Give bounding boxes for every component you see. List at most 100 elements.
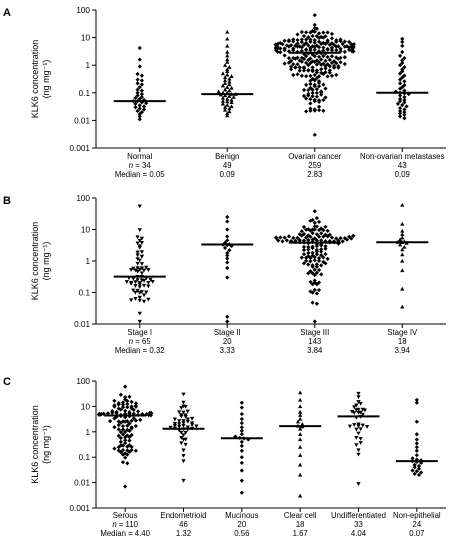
data-point [181,392,186,397]
data-point [133,105,138,110]
data-point [120,402,126,407]
n-symbol: n [129,337,133,346]
data-point [308,259,313,264]
data-point [133,95,138,101]
data-point [229,104,234,109]
data-point [120,448,126,453]
n-label: 20 [237,520,246,529]
data-point [400,69,405,74]
data-point [312,22,317,27]
data-point [312,108,317,113]
data-point [306,262,311,267]
data-point [135,269,140,274]
data-point [225,102,230,107]
data-point [137,298,142,303]
data-point [360,423,365,428]
data-point [304,258,309,264]
n-label: 143 [308,337,321,346]
data-point [398,111,403,116]
data-point [300,422,305,426]
data-point [177,410,182,415]
data-point [118,443,123,448]
median-value-label: Median = 0.05 [115,170,165,179]
data-point [112,425,117,430]
data-point [310,245,315,251]
data-point [137,114,142,119]
data-point [301,93,307,99]
data-point [116,445,121,450]
data-point [223,63,228,67]
data-point [310,76,315,81]
data-point [414,444,419,450]
data-point [412,471,417,477]
data-point [321,35,326,40]
data-point [127,443,132,448]
data-point [141,299,147,304]
data-point [239,416,244,422]
data-point [312,13,317,18]
data-point [400,235,405,240]
data-point [123,419,128,424]
data-point [227,106,232,111]
data-point [225,256,230,261]
data-point [321,48,326,53]
y-axis-unit: (ng mg⁻¹) [41,242,51,281]
data-point [310,87,315,92]
data-point [118,420,123,425]
data-point [133,268,138,273]
data-point [137,311,142,316]
data-point [304,235,309,240]
data-point [239,460,244,465]
category-label: Undifferentiated [331,511,386,520]
data-point [314,264,319,269]
data-point [131,411,136,416]
data-point [116,433,121,438]
n-symbol: n [112,520,116,529]
data-point [137,45,142,51]
data-point [314,243,319,249]
data-point [118,439,123,444]
data-point [325,74,330,79]
data-point [312,44,317,49]
data-point [229,100,234,105]
data-point [323,252,328,257]
data-point [125,452,130,457]
data-point [329,31,335,37]
data-point [308,73,313,78]
data-point [352,411,357,415]
data-point [137,111,142,117]
data-point [308,108,313,113]
data-point [308,234,313,239]
category-label: Benign [215,152,239,161]
data-point [291,62,296,67]
data-point [298,397,303,402]
data-point [179,436,184,440]
data-point [125,461,130,466]
data-point [321,234,326,239]
data-point [400,49,405,55]
data-point [137,245,142,250]
data-point [225,253,230,258]
data-point [306,238,311,243]
data-point [131,416,136,421]
data-point [295,44,300,49]
data-point [139,73,144,78]
data-point [223,107,228,112]
data-point [225,99,230,104]
data-point [137,228,142,233]
data-point [414,419,419,424]
data-point [316,280,322,285]
data-point [306,35,311,40]
data-point [239,455,244,460]
data-point [137,96,142,102]
data-point [354,408,359,413]
data-point [137,285,142,290]
data-point [293,65,298,70]
data-point [177,424,182,429]
data-point [133,404,139,409]
data-point [225,250,230,256]
data-point [398,114,403,119]
data-point [356,452,361,457]
data-point [239,478,244,483]
data-point [319,67,324,72]
